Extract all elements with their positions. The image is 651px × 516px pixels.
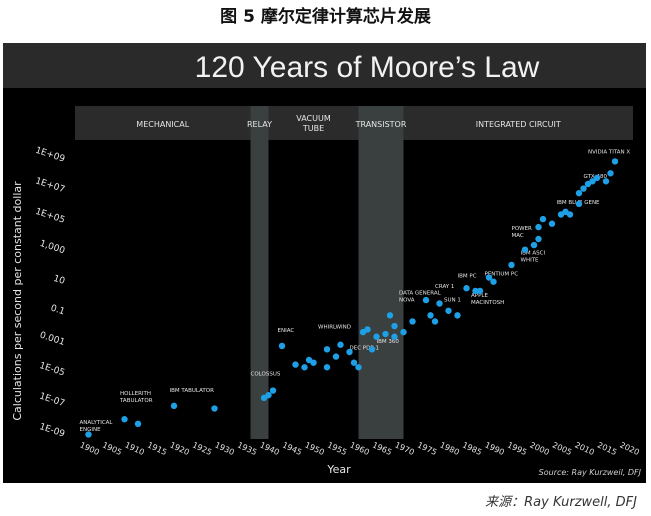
annotation: DATA GENERAL NOVA [399,290,442,303]
annotation: IBM ASCI WHITE [521,250,546,263]
data-point [373,333,380,340]
data-point [611,158,619,165]
chart-frame: 120 Years of Moore’s Law MECHANICAL RELAY… [3,43,646,483]
data-point [535,223,542,231]
data-point [436,300,443,307]
data-point [211,405,218,412]
annotation: POWER MAC [512,226,533,239]
era-header-strip [75,106,633,140]
data-point [310,359,317,366]
era-label-0: MECHANICAL [136,120,189,129]
data-point [566,211,574,218]
annotation: HOLLERITH TABULATOR [119,391,153,404]
annotation: IBM 360 [377,339,400,345]
data-point [575,189,583,197]
data-point [472,287,479,295]
data-point [265,391,272,399]
data-point [323,346,331,353]
figure-caption: 图 5 摩尔定律计算芯片发展 [220,7,431,27]
data-point [355,364,362,371]
data-point [292,361,299,368]
data-point [134,420,142,428]
annotation: SUN 1 [444,298,461,304]
y-tick-label: 0.1 [49,303,66,317]
data-point [530,241,538,249]
annotation: PENTIUM PC [485,272,519,278]
data-point [301,364,308,371]
data-point [391,333,398,340]
data-point [409,318,416,325]
data-point [521,246,529,253]
data-point [548,220,556,227]
annotation: ENIAC [278,328,295,334]
data-point [85,431,92,438]
data-point [476,287,484,295]
data-point [337,341,344,348]
data-point [400,328,407,336]
era-band-1 [250,106,269,439]
data-point [490,278,497,285]
data-point [278,342,286,350]
data-point [607,170,614,177]
data-point [346,348,353,356]
era-label-1: RELAY [247,120,272,129]
data-point [170,402,178,410]
annotation: NVIDIA TITAN X [588,149,630,155]
source-note: Source: Ray Kurzweil, DFJ [539,468,642,477]
data-points [85,158,619,438]
era-label-4: INTEGRATED CIRCUIT [476,120,561,129]
annotation: DEC PDP-1 [350,345,380,351]
data-point [382,330,389,338]
moores-law-chart: 120 Years of Moore’s Law MECHANICAL RELAY… [3,43,646,483]
data-point [485,274,493,281]
data-point [350,359,358,366]
data-point [323,364,331,371]
annotation: IBM PC [458,274,477,280]
y-tick-label: 10 [52,274,66,287]
era-band-3 [358,106,404,439]
data-point [445,307,452,314]
x-axis-label: Year [326,463,351,476]
data-point [580,185,587,192]
data-point [508,261,515,269]
annotation: CRAY 1 [435,284,454,290]
y-axis-label: Calculations per second per constant dol… [11,181,24,421]
data-point [427,312,434,319]
annotation: IBM TABULATOR [170,388,215,394]
chart-title: 120 Years of Moore’s Law [195,51,540,84]
data-point [589,178,596,185]
data-point [431,318,439,325]
data-point [391,322,398,330]
data-point [535,235,542,243]
era-label-2: VACUUM TUBE [296,114,331,133]
data-point [121,416,128,423]
source-credit: 来源：Ray Kurzwell, DFJ [485,495,637,510]
title-bar [3,43,646,88]
data-point [269,387,277,394]
annotation: APPLE MACINTOSH [471,293,504,306]
era-bands: MECHANICAL RELAY VACUUM TUBE TRANSISTOR INTEG… [75,106,633,439]
data-point [463,285,470,292]
data-point [575,200,583,208]
data-point [539,215,547,223]
data-point [602,178,610,185]
annotation: ANALYTICAL ENGINE [80,420,114,433]
era-label-3: TRANSISTOR [355,120,407,129]
data-point [386,312,394,319]
data-point [364,326,371,333]
data-point [332,353,340,360]
annotation: WHIRLWIND [318,324,351,330]
data-point [454,312,461,319]
data-point [368,346,376,353]
data-point [593,174,601,182]
annotation: COLOSSUS [251,371,281,377]
data-point [422,296,430,304]
